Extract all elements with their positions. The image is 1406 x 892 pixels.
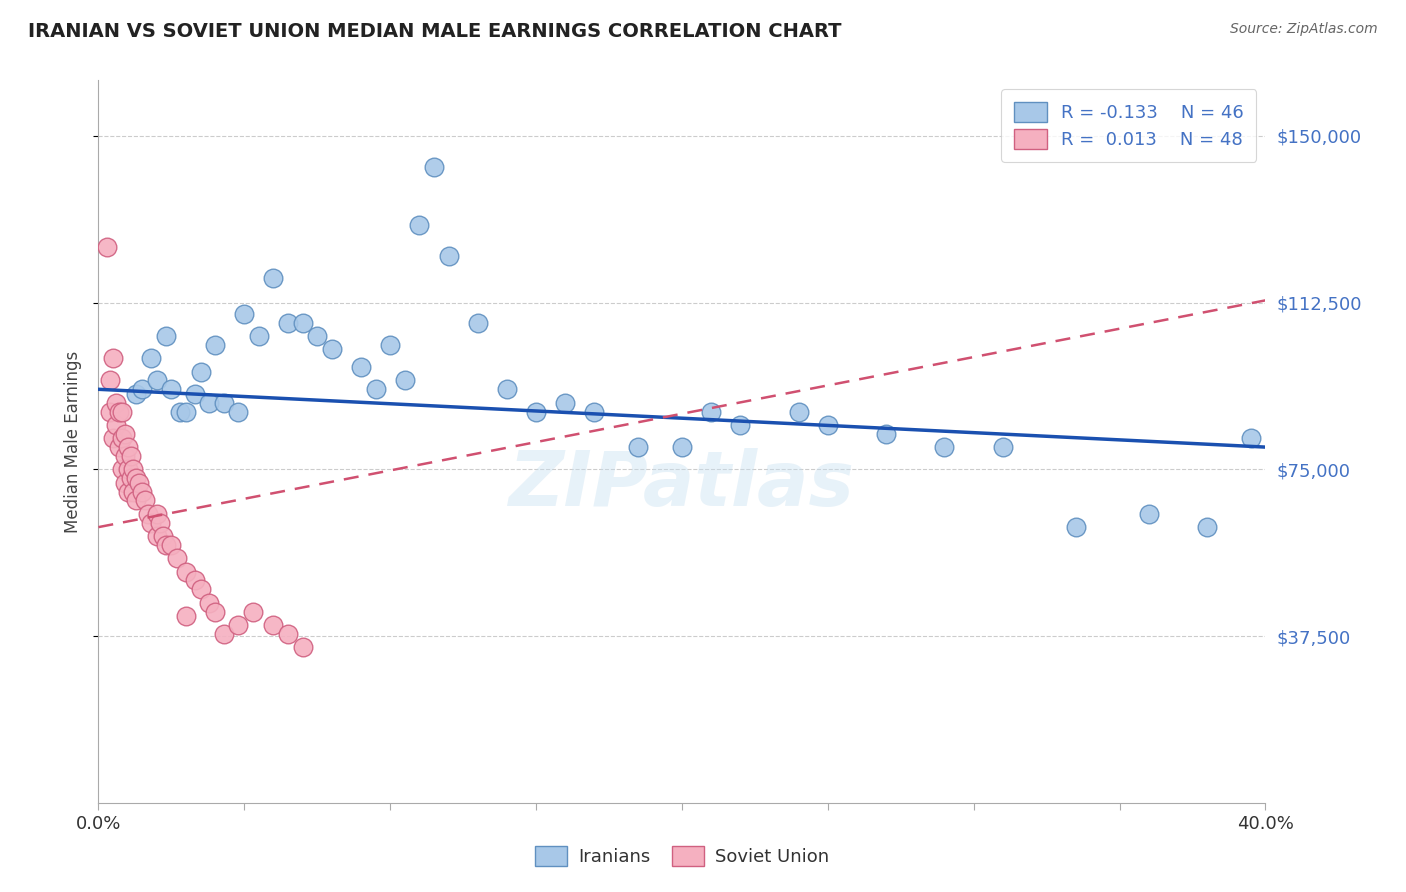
Point — [155, 538, 177, 552]
Point — [155, 329, 177, 343]
Point — [394, 373, 416, 387]
Point — [96, 240, 118, 254]
Point — [146, 529, 169, 543]
Point — [350, 360, 373, 375]
Text: Source: ZipAtlas.com: Source: ZipAtlas.com — [1230, 22, 1378, 37]
Point — [423, 160, 446, 174]
Point — [1240, 431, 1263, 445]
Point — [117, 440, 139, 454]
Point — [991, 440, 1014, 454]
Point — [166, 551, 188, 566]
Point — [364, 382, 387, 396]
Point — [496, 382, 519, 396]
Point — [169, 404, 191, 418]
Point — [108, 404, 131, 418]
Point — [131, 382, 153, 396]
Point — [817, 417, 839, 432]
Point — [198, 395, 221, 409]
Point — [1195, 520, 1218, 534]
Legend: Iranians, Soviet Union: Iranians, Soviet Union — [527, 838, 837, 873]
Point — [934, 440, 956, 454]
Y-axis label: Median Male Earnings: Median Male Earnings — [65, 351, 83, 533]
Point — [104, 417, 127, 432]
Point — [134, 493, 156, 508]
Point — [247, 329, 270, 343]
Point — [98, 373, 121, 387]
Point — [277, 316, 299, 330]
Point — [228, 404, 250, 418]
Point — [108, 440, 131, 454]
Point — [875, 426, 897, 441]
Point — [146, 507, 169, 521]
Point — [101, 351, 124, 366]
Point — [174, 609, 197, 624]
Point — [98, 404, 121, 418]
Point — [262, 618, 284, 632]
Point — [114, 449, 136, 463]
Point — [122, 484, 145, 499]
Point — [104, 395, 127, 409]
Point — [700, 404, 723, 418]
Point — [139, 351, 162, 366]
Point — [122, 462, 145, 476]
Point — [146, 373, 169, 387]
Point — [136, 507, 159, 521]
Point — [524, 404, 547, 418]
Point — [131, 484, 153, 499]
Point — [190, 364, 212, 378]
Point — [467, 316, 489, 330]
Point — [228, 618, 250, 632]
Point — [242, 605, 264, 619]
Point — [152, 529, 174, 543]
Point — [380, 338, 402, 352]
Point — [128, 475, 150, 490]
Point — [120, 471, 142, 485]
Point — [583, 404, 606, 418]
Point — [117, 484, 139, 499]
Point — [125, 386, 148, 401]
Point — [787, 404, 810, 418]
Point — [125, 493, 148, 508]
Point — [212, 627, 235, 641]
Point — [114, 426, 136, 441]
Point — [671, 440, 693, 454]
Point — [111, 431, 134, 445]
Point — [125, 471, 148, 485]
Point — [139, 516, 162, 530]
Point — [730, 417, 752, 432]
Point — [408, 218, 430, 232]
Point — [204, 338, 226, 352]
Point — [307, 329, 329, 343]
Point — [291, 640, 314, 655]
Point — [149, 516, 172, 530]
Point — [101, 431, 124, 445]
Point — [277, 627, 299, 641]
Point — [160, 382, 183, 396]
Point — [190, 582, 212, 597]
Point — [437, 249, 460, 263]
Point — [120, 449, 142, 463]
Point — [198, 596, 221, 610]
Point — [183, 574, 205, 588]
Point — [160, 538, 183, 552]
Point — [204, 605, 226, 619]
Point — [262, 271, 284, 285]
Point — [233, 307, 256, 321]
Point — [1137, 507, 1160, 521]
Point — [114, 475, 136, 490]
Point — [174, 404, 197, 418]
Text: IRANIAN VS SOVIET UNION MEDIAN MALE EARNINGS CORRELATION CHART: IRANIAN VS SOVIET UNION MEDIAN MALE EARN… — [28, 22, 842, 41]
Point — [111, 404, 134, 418]
Point — [117, 462, 139, 476]
Point — [183, 386, 205, 401]
Point — [321, 343, 343, 357]
Point — [291, 316, 314, 330]
Point — [1064, 520, 1087, 534]
Point — [212, 395, 235, 409]
Point — [111, 462, 134, 476]
Text: ZIPatlas: ZIPatlas — [509, 448, 855, 522]
Point — [554, 395, 576, 409]
Point — [174, 565, 197, 579]
Point — [627, 440, 650, 454]
